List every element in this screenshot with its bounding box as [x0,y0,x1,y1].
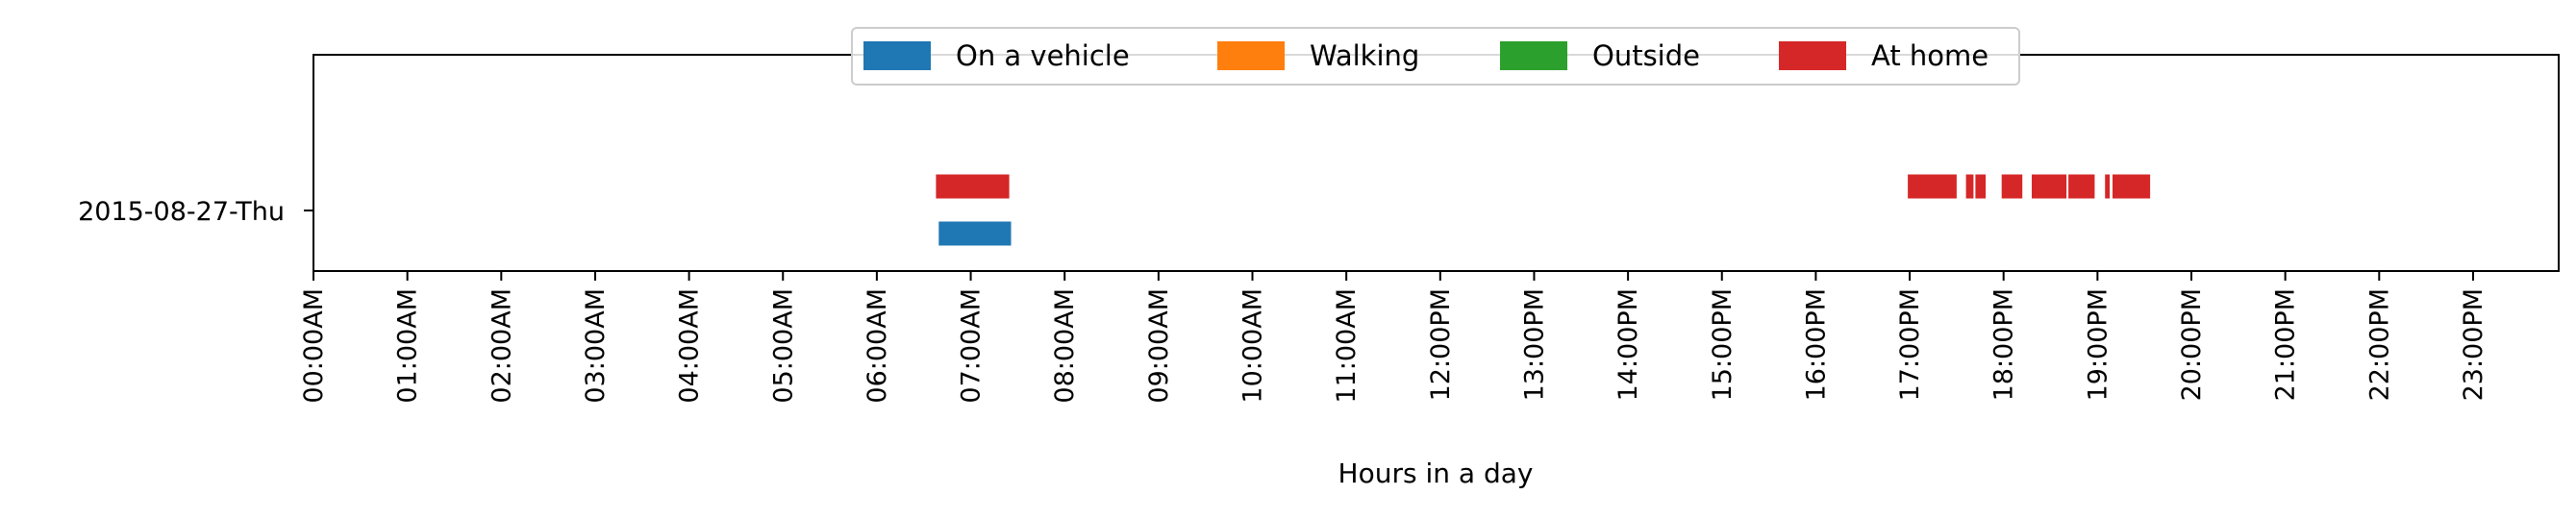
x-tick-label: 06:00AM [863,288,892,404]
x-tick-label: 19:00PM [2083,288,2113,401]
legend-label: On a vehicle [956,39,1130,72]
legend-swatch [1500,41,1567,70]
bar-at-home-0 [936,174,1010,199]
legend-label: Walking [1310,39,1419,72]
x-axis-label: Hours in a day [1338,457,1534,489]
x-tick-label: 01:00AM [393,288,423,404]
x-tick-label: 16:00PM [1801,288,1831,401]
x-tick-label: 13:00PM [1519,288,1549,401]
y-axis: 2015-08-27-Thu [78,197,313,227]
plot-frame [313,54,2560,272]
x-axis: 00:00AM 01:00AM 02:00AM 03:00AM 04:00AM 05:00… [299,271,2488,404]
y-tick-label: 2015-08-27-Thu [78,197,285,227]
bar-at-home-6 [2068,174,2095,199]
bars-layer [936,174,2151,246]
x-tick-label: 15:00PM [1708,288,1738,401]
bar-at-home-4 [2001,174,2023,199]
bar-at-home-7 [2105,174,2111,199]
x-tick-label: 05:00AM [768,288,798,404]
x-tick-label: 10:00AM [1238,288,1268,404]
bar-at-home-3 [1975,174,1987,199]
x-tick-label: 21:00PM [2271,288,2301,401]
legend-box [851,27,2020,86]
x-tick-label: 12:00PM [1426,288,1456,401]
x-tick-label: 11:00AM [1332,288,1362,404]
legend-swatch [1779,41,1846,70]
x-tick-label: 04:00AM [675,288,705,404]
legend-swatch [1217,41,1285,70]
x-tick-label: 20:00PM [2177,288,2207,401]
x-tick-label: 18:00PM [1989,288,2019,401]
x-tick-label: 07:00AM [957,288,987,404]
legend: On a vehicle Walking Outside At home [851,27,2020,86]
x-tick-label: 09:00AM [1144,288,1174,404]
x-tick-label: 17:00PM [1895,288,1925,401]
bar-at-home-8 [2113,174,2151,199]
legend-swatch [863,41,931,70]
x-tick-label: 08:00AM [1050,288,1080,404]
x-tick-label: 02:00AM [487,288,516,404]
bar-on-a-vehicle-0 [938,221,1012,246]
x-tick-label: 23:00PM [2459,288,2488,401]
legend-label: Outside [1592,39,1700,72]
bar-at-home-5 [2032,174,2067,199]
legend-label: At home [1871,39,1988,72]
x-tick-label: 14:00PM [1613,288,1643,401]
x-tick-label: 03:00AM [581,288,611,404]
bar-at-home-1 [1908,174,1957,199]
x-tick-label: 00:00AM [299,288,329,404]
x-tick-label: 22:00PM [2364,288,2394,401]
bar-at-home-2 [1965,174,1974,199]
